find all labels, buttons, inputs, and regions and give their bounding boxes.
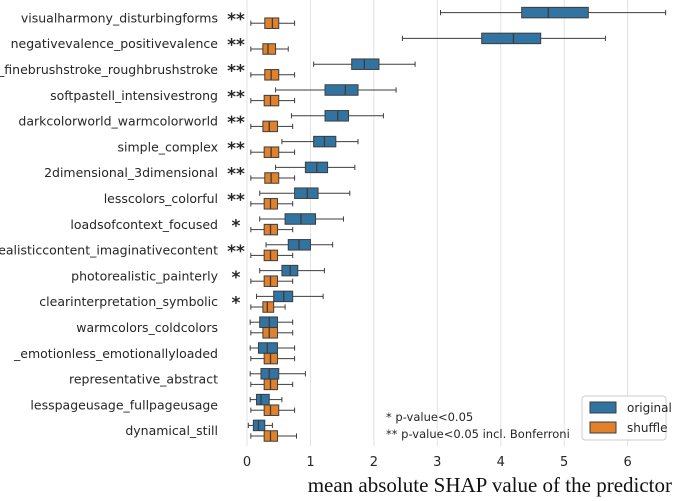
original-box xyxy=(290,110,384,122)
original-box xyxy=(247,419,273,432)
significance-marker: ** xyxy=(227,165,245,185)
shuffle-box xyxy=(250,352,296,365)
shuffle-box xyxy=(250,146,296,158)
original-box xyxy=(439,6,667,19)
x-axis-label: mean absolute SHAP value of the predicto… xyxy=(308,473,672,497)
significance-marker: * xyxy=(232,216,241,236)
shuffle-box xyxy=(250,43,289,55)
x-tick-label: 1 xyxy=(306,455,314,470)
iqr-box xyxy=(262,327,278,339)
original-box xyxy=(256,290,324,303)
legend-swatch-shuffle xyxy=(589,421,617,434)
iqr-box xyxy=(351,58,380,70)
y-tick-label: _emotionless_emotionallyloaded xyxy=(13,346,218,361)
original-box xyxy=(275,84,397,96)
iqr-box xyxy=(324,84,359,96)
x-tick-label: 5 xyxy=(560,455,568,470)
y-tick-label: 2dimensional_3dimensional xyxy=(44,165,218,180)
x-tick-label: 2 xyxy=(370,455,378,470)
iqr-box xyxy=(324,110,350,122)
y-tick-label: realisticcontent_imaginativecontent xyxy=(0,243,218,258)
note-line-2: ** p-value<0.05 incl. Bonferroni xyxy=(386,427,570,441)
shuffle-box xyxy=(250,404,296,416)
significance-markers: ********************* xyxy=(227,10,245,314)
iqr-box xyxy=(262,43,277,55)
shuffle-box xyxy=(250,198,294,210)
original-box xyxy=(275,161,356,174)
shuffle-box xyxy=(250,69,296,81)
x-tick-label: 0 xyxy=(243,455,251,470)
y-tick-label: photorealistic_painterly xyxy=(71,268,218,283)
significance-marker: * xyxy=(232,294,241,314)
y-tick-label: negativevalence_positivevalence xyxy=(11,36,219,51)
y-tick-label: clearinterpretation_symbolic xyxy=(39,294,218,309)
significance-marker: ** xyxy=(227,10,245,30)
significance-marker: ** xyxy=(227,87,245,107)
original-box xyxy=(259,264,325,277)
y-tick-labels: visualharmony_disturbingforms negativeval… xyxy=(0,10,219,438)
iqr-box xyxy=(481,32,542,45)
original-box xyxy=(265,239,334,251)
y-tick-label: softpastell_intensivestrong xyxy=(50,88,218,103)
shuffle-box xyxy=(250,120,294,133)
significance-marker: ** xyxy=(227,139,245,159)
x-tick-label: 4 xyxy=(497,455,505,470)
y-tick-label: darkcolorworld_warmcolorworld xyxy=(18,114,218,129)
boxes-layer xyxy=(247,6,667,442)
shuffle-box xyxy=(250,301,286,313)
significance-marker: * xyxy=(232,268,241,288)
legend: original shuffle xyxy=(581,395,672,441)
iqr-box xyxy=(262,120,278,133)
legend-label-shuffle: shuffle xyxy=(627,421,667,435)
original-box xyxy=(249,393,283,406)
y-tick-label: warmcolors_coldcolors xyxy=(76,320,218,335)
shuffle-box xyxy=(250,172,296,184)
shuffle-box xyxy=(250,275,294,287)
original-box xyxy=(313,58,416,70)
original-box xyxy=(249,342,296,354)
y-tick-label: simple_complex xyxy=(118,139,218,154)
iqr-box xyxy=(262,301,275,313)
iqr-box xyxy=(256,393,270,406)
original-box xyxy=(259,187,351,199)
shuffle-box xyxy=(250,378,294,391)
original-box xyxy=(259,213,344,225)
shuffle-box xyxy=(250,223,294,236)
original-box xyxy=(281,135,359,148)
shuffle-box xyxy=(250,17,296,29)
legend-label-original: original xyxy=(627,401,672,415)
iqr-box xyxy=(263,94,280,107)
shuffle-box xyxy=(250,94,296,107)
y-tick-label: representative_abstract xyxy=(69,372,218,387)
y-tick-label: lesscolors_colorful xyxy=(104,191,218,206)
significance-marker: ** xyxy=(227,62,245,82)
y-tick-label: loadsofcontext_focused xyxy=(70,217,218,232)
x-tick-labels: 0 1 2 3 4 5 6 xyxy=(243,455,632,470)
significance-note: * p-value<0.05 ** p-value<0.05 incl. Bon… xyxy=(386,410,570,441)
note-line-1: * p-value<0.05 xyxy=(386,410,473,424)
y-tick-label: lesspageusage_fullpageusage xyxy=(30,397,218,412)
y-tick-label: dynamical_still xyxy=(125,423,218,438)
shuffle-box xyxy=(250,430,298,442)
shuffle-box xyxy=(250,327,294,339)
significance-marker: ** xyxy=(227,113,245,133)
y-tick-label: _finebrushstroke_roughbrushstroke xyxy=(0,62,218,77)
shuffle-box xyxy=(250,249,294,262)
significance-marker: ** xyxy=(227,36,245,56)
y-tick-label: visualharmony_disturbingforms xyxy=(21,10,218,25)
legend-swatch-original xyxy=(589,401,617,414)
x-tick-label: 6 xyxy=(623,455,631,470)
iqr-box xyxy=(263,404,280,416)
original-box xyxy=(401,32,606,45)
significance-marker: ** xyxy=(227,242,245,262)
iqr-box xyxy=(294,187,319,199)
iqr-box xyxy=(521,6,589,19)
significance-marker: ** xyxy=(227,191,245,211)
x-tick-label: 3 xyxy=(433,455,441,470)
